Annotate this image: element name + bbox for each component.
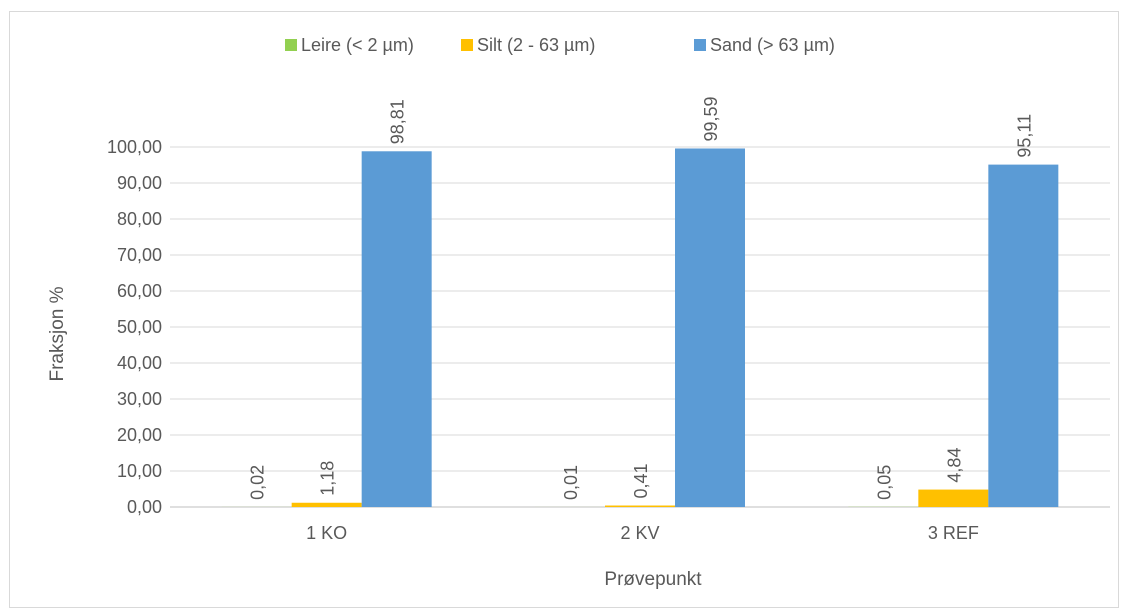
x-tick-label: 1 KO xyxy=(306,523,347,543)
bars xyxy=(221,148,1059,507)
legend-label: Silt (2 - 63 µm) xyxy=(477,35,595,55)
gridlines xyxy=(170,146,1110,508)
y-tick-label: 100,00 xyxy=(107,137,162,157)
data-label: 0,02 xyxy=(248,465,268,500)
y-tick-label: 50,00 xyxy=(117,317,162,337)
bar xyxy=(291,502,362,507)
x-axis-title: Prøvepunkt xyxy=(604,569,702,590)
y-tick-label: 0,00 xyxy=(127,497,162,517)
bar xyxy=(361,151,432,507)
legend-swatch xyxy=(461,39,473,51)
legend-label: Leire (< 2 µm) xyxy=(301,35,414,55)
legend-swatch xyxy=(285,39,297,51)
y-tick-label: 30,00 xyxy=(117,389,162,409)
data-label: 95,11 xyxy=(1014,114,1034,158)
y-tick-label: 40,00 xyxy=(117,353,162,373)
data-label: 1,18 xyxy=(318,461,338,496)
legend-swatch xyxy=(694,39,706,51)
data-label: 0,05 xyxy=(874,465,894,500)
x-tick-label: 2 KV xyxy=(620,523,659,543)
y-tick-label: 60,00 xyxy=(117,281,162,301)
data-label: 0,41 xyxy=(631,463,651,498)
y-axis-ticks: 0,00 10,00 20,00 30,00 40,00 50,00 60,00 70,00 8… xyxy=(107,137,162,517)
y-tick-label: 80,00 xyxy=(117,209,162,229)
data-label: 4,84 xyxy=(944,448,964,483)
y-axis-title: Fraksjon % xyxy=(47,286,68,381)
legend: Leire (< 2 µm) Silt (2 - 63 µm) Sand (> 63… xyxy=(285,35,835,55)
data-label: 99,59 xyxy=(701,96,721,141)
data-label: 0,01 xyxy=(561,465,581,500)
x-tick-label: 3 REF xyxy=(928,523,979,543)
data-labels: 0,02 1,18 98,81 0,01 0,41 99,59 0,05 4,84 95,11 xyxy=(248,96,1035,500)
bar xyxy=(675,148,745,507)
chart-frame xyxy=(9,11,1119,608)
x-axis-ticks: 1 KO 2 KV 3 REF xyxy=(306,523,979,543)
bar xyxy=(605,505,675,507)
bar xyxy=(918,489,989,507)
y-tick-label: 70,00 xyxy=(117,245,162,265)
legend-label: Sand (> 63 µm) xyxy=(710,35,835,55)
y-tick-label: 10,00 xyxy=(117,461,162,481)
y-tick-label: 20,00 xyxy=(117,425,162,445)
bar xyxy=(988,164,1059,507)
y-tick-label: 90,00 xyxy=(117,173,162,193)
data-label: 98,81 xyxy=(388,99,408,144)
